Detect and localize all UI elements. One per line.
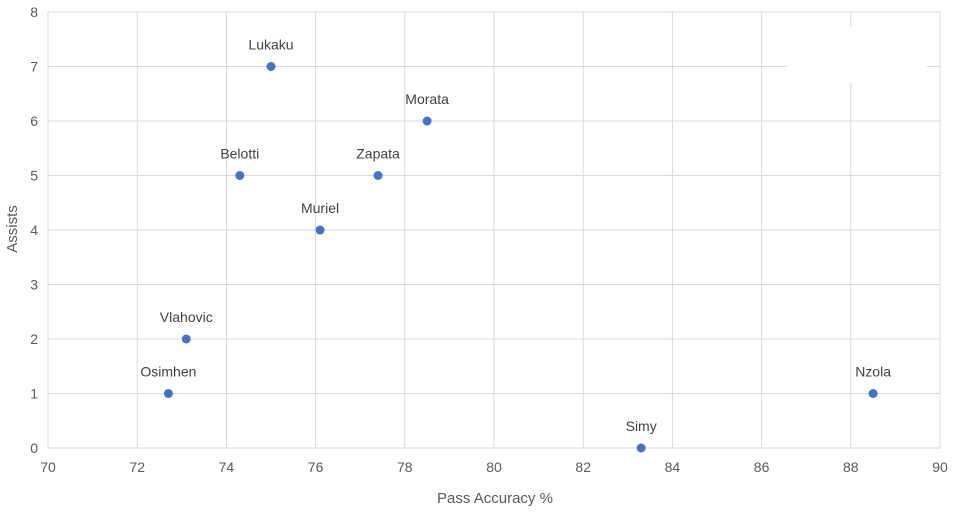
x-tick-label: 82 — [575, 459, 591, 475]
data-point — [422, 116, 432, 126]
y-tick-label: 8 — [30, 4, 38, 20]
x-tick-label: 72 — [129, 459, 145, 475]
x-tick-label: 90 — [932, 459, 948, 475]
y-tick-label: 4 — [30, 222, 38, 238]
x-tick-label: 80 — [486, 459, 502, 475]
x-tick-label: 78 — [397, 459, 413, 475]
data-point — [163, 389, 173, 398]
x-tick-label: 70 — [40, 459, 56, 475]
y-tick-label: 0 — [30, 440, 38, 456]
legend-area — [787, 26, 927, 82]
data-points: Lukaku Morata Belotti Zapata Muriel Vlahovic O… — [140, 37, 891, 453]
x-tick-label: 84 — [665, 459, 681, 475]
y-axis-ticks: 0 1 2 3 4 5 6 7 8 — [30, 4, 38, 456]
x-axis-ticks: 70 72 74 76 78 80 82 84 86 88 90 — [40, 459, 948, 475]
data-point-label: Lukaku — [248, 37, 293, 53]
data-point — [235, 171, 245, 180]
y-tick-label: 1 — [30, 386, 38, 402]
y-tick-label: 3 — [30, 277, 38, 293]
data-point-label: Osimhen — [140, 364, 196, 380]
y-tick-label: 7 — [30, 59, 38, 75]
data-point-label: Muriel — [301, 200, 339, 216]
x-tick-label: 74 — [219, 459, 235, 475]
y-tick-label: 6 — [30, 113, 38, 129]
data-point — [868, 389, 878, 398]
grid-lines — [47, 11, 941, 449]
x-axis-title: Pass Accuracy % — [437, 490, 553, 507]
data-point-label: Nzola — [855, 364, 891, 380]
y-axis-title: Assists — [4, 205, 21, 253]
data-point-label: Morata — [405, 91, 449, 107]
data-point — [636, 443, 646, 453]
data-point-label: Zapata — [356, 146, 400, 162]
data-point-label: Vlahovic — [160, 309, 213, 325]
y-tick-label: 2 — [30, 331, 38, 347]
x-tick-label: 88 — [843, 459, 859, 475]
x-tick-label: 86 — [754, 459, 770, 475]
data-point — [373, 171, 383, 180]
data-point-label: Belotti — [220, 146, 259, 162]
data-point — [266, 62, 276, 71]
y-tick-label: 5 — [30, 168, 38, 184]
x-tick-label: 76 — [308, 459, 324, 475]
data-point — [181, 334, 191, 344]
data-point — [315, 225, 325, 235]
data-point-label: Simy — [626, 418, 657, 434]
